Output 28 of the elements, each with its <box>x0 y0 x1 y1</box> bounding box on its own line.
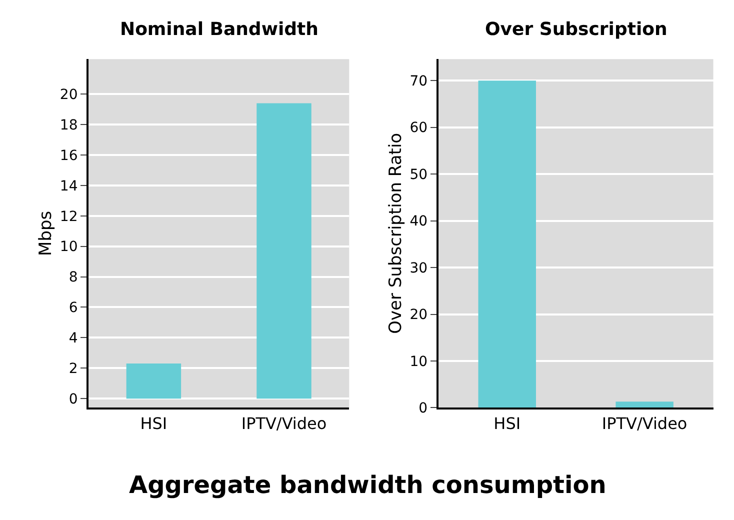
y-tick-label: 40 <box>410 214 428 230</box>
y-tick-label: 12 <box>60 208 78 225</box>
y-tick-label: 30 <box>410 260 428 276</box>
y-tick-label: 16 <box>60 148 78 164</box>
y-tick-label: 20 <box>410 307 428 324</box>
x-tick-label: HSI <box>494 414 521 433</box>
x-tick-label: IPTV/Video <box>241 414 327 433</box>
y-tick-label: 70 <box>410 74 428 90</box>
y-tick-label: 18 <box>60 117 78 134</box>
x-tick-label: IPTV/Video <box>602 414 688 433</box>
x-tick-label: HSI <box>140 414 168 433</box>
y-tick-label: 4 <box>68 330 78 347</box>
y-tick-label: 0 <box>418 400 428 417</box>
chart-title: Over Subscription <box>485 19 668 40</box>
y-tick-label: 60 <box>410 120 428 136</box>
y-tick-label: 10 <box>60 239 78 256</box>
y-tick-label: 50 <box>410 166 428 183</box>
y-axis-title: Over Subscription Ratio <box>386 132 406 334</box>
y-tick-label: 20 <box>60 87 78 104</box>
chart-title: Nominal Bandwidth <box>120 19 318 40</box>
y-tick-label: 8 <box>68 270 78 286</box>
y-tick-label: 0 <box>68 391 78 408</box>
text: Aggregate bandwidth consumption <box>129 471 606 499</box>
y-tick-label: 10 <box>410 354 428 370</box>
y-tick-label: 6 <box>68 300 78 316</box>
y-tick-label: 14 <box>60 178 78 194</box>
y-axis-title: Mbps <box>36 210 56 256</box>
y-tick-label: 2 <box>68 361 78 378</box>
